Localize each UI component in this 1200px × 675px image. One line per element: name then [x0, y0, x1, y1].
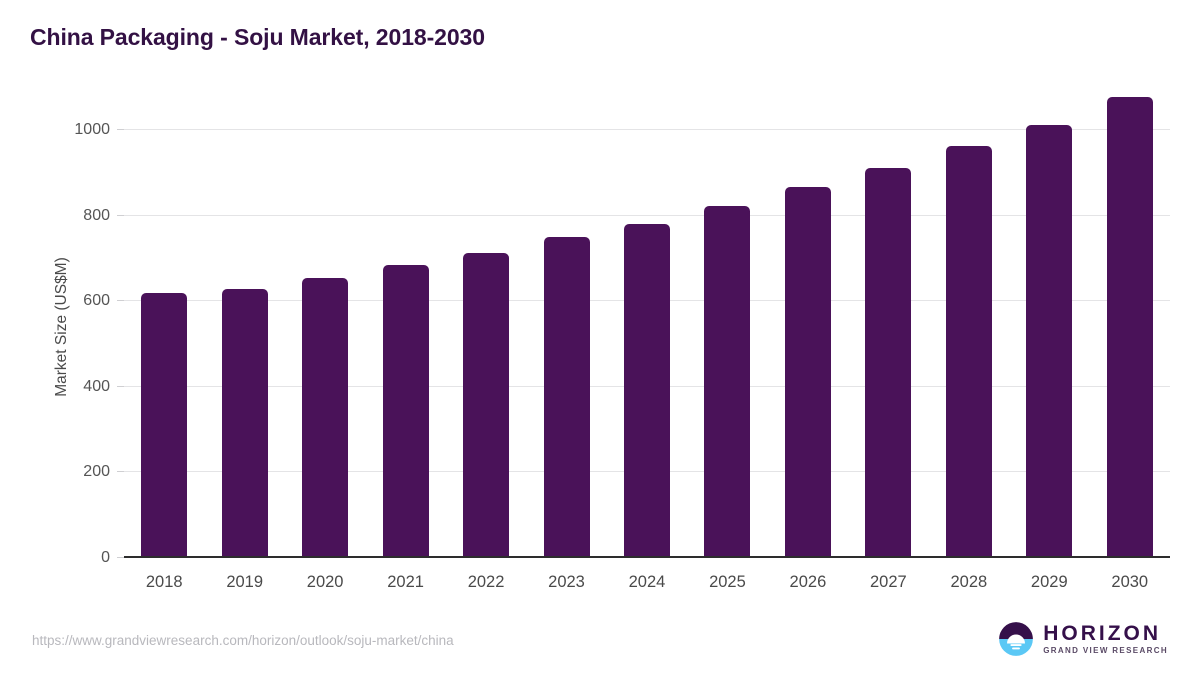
y-tick-mark [117, 129, 124, 131]
x-tick-label: 2029 [1030, 573, 1068, 591]
bar-series: 2018 2019 2020 2021 2022 2023 2024 2025 2026 2027… [124, 96, 1170, 591]
bar[interactable] [302, 277, 349, 558]
bar-group: 2027 [848, 96, 928, 591]
bar[interactable] [463, 253, 510, 558]
bar[interactable] [1026, 125, 1073, 558]
x-tick-label: 2025 [709, 573, 746, 591]
y-tick-mark [117, 557, 124, 558]
x-tick-label: 2018 [145, 573, 183, 591]
x-tick-label: 2027 [870, 573, 907, 591]
y-tick-label: 800 [83, 206, 110, 224]
bar-group: 2022 [446, 96, 526, 591]
bar-group: 2029 [1009, 96, 1089, 591]
bar[interactable] [1106, 97, 1153, 558]
plot-area: Market Size (US$M) 0 200 400 600 800 1000 201… [53, 96, 1170, 591]
bar[interactable] [945, 146, 992, 558]
source-url[interactable]: https://www.grandviewresearch.com/horizo… [32, 633, 454, 648]
y-tick-label: 1000 [74, 121, 110, 139]
bar-group: 2028 [929, 96, 1009, 591]
bar-group: 2023 [526, 96, 606, 591]
y-tick-mark [117, 214, 124, 216]
y-axis-title: Market Size (US$M) [53, 257, 70, 397]
bar-group: 2021 [365, 96, 445, 591]
x-tick-label: 2023 [548, 573, 585, 591]
bar-group: 2018 [124, 96, 204, 591]
bar[interactable] [704, 206, 751, 558]
bar-group: 2019 [204, 96, 284, 591]
bar[interactable] [221, 288, 268, 558]
y-tick-label: 0 [101, 549, 110, 566]
y-tick-label: 200 [83, 463, 110, 481]
bar[interactable] [865, 168, 912, 558]
x-tick-label: 2030 [1111, 573, 1149, 591]
y-tick-mark [117, 300, 124, 302]
gridline [124, 214, 1170, 216]
x-tick-label: 2022 [467, 573, 505, 591]
x-tick-label: 2028 [950, 573, 988, 591]
x-tick-label: 2024 [628, 573, 666, 591]
bar-group: 2030 [1090, 96, 1170, 591]
horizon-logo-text: HORIZON GRAND VIEW RESEARCH [1043, 623, 1168, 655]
bar-group: 2024 [607, 96, 687, 591]
x-tick-label: 2019 [226, 573, 264, 591]
horizon-logo-icon [999, 622, 1034, 656]
x-tick-label: 2026 [789, 573, 827, 591]
x-tick-label: 2021 [387, 573, 424, 591]
y-tick-mark [117, 471, 124, 473]
bar[interactable] [623, 223, 670, 558]
x-axis-line [124, 556, 1170, 558]
bar[interactable] [141, 293, 188, 558]
bar-group: 2026 [768, 96, 848, 591]
horizon-logo-subtitle: GRAND VIEW RESEARCH [1043, 646, 1168, 655]
bar[interactable] [382, 265, 429, 558]
bar[interactable] [543, 237, 590, 558]
gridline [124, 129, 1170, 131]
horizon-logo[interactable]: HORIZON GRAND VIEW RESEARCH [998, 621, 1168, 657]
horizon-logo-word: HORIZON [1043, 622, 1162, 645]
y-tick-label: 400 [83, 377, 110, 395]
y-tick-mark [117, 385, 124, 387]
y-tick-label: 600 [83, 292, 110, 310]
bar-group: 2025 [687, 96, 767, 591]
bar[interactable] [784, 186, 831, 558]
bar-group: 2020 [285, 96, 365, 591]
x-tick-label: 2020 [306, 573, 344, 591]
page-title: China Packaging - Soju Market, 2018-2030 [30, 24, 485, 50]
